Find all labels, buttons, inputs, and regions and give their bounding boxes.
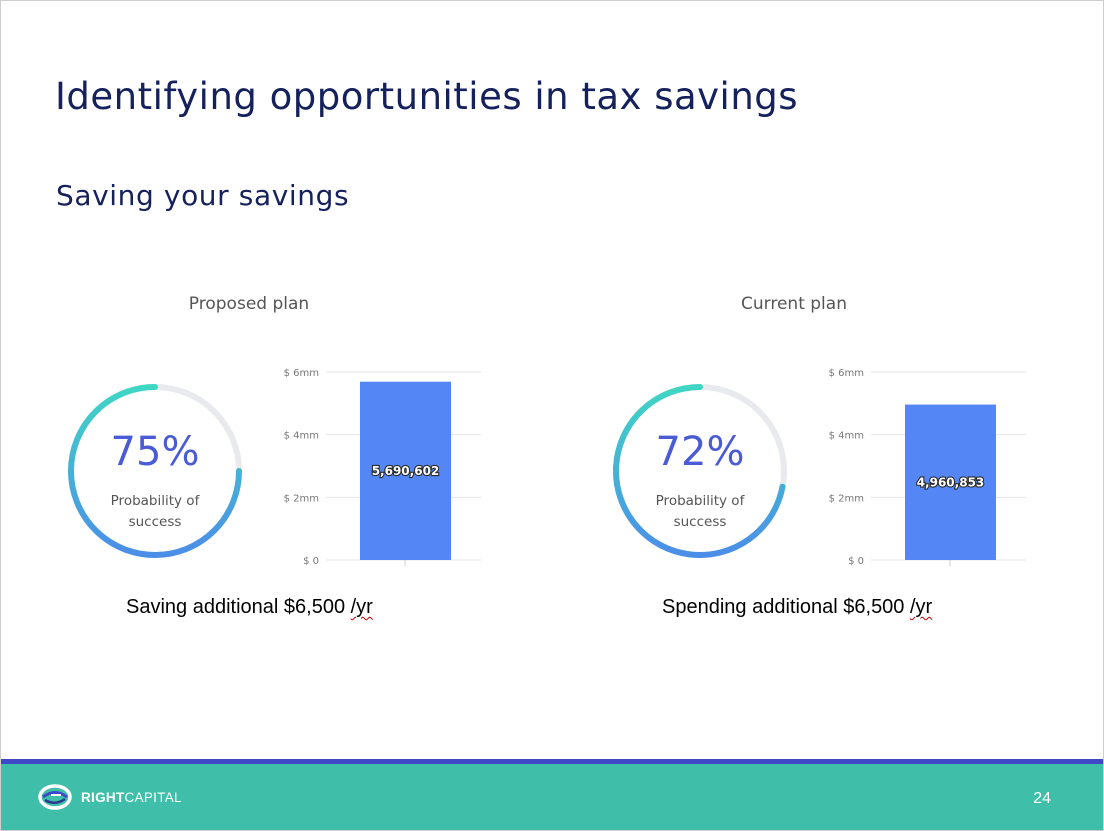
proposed-plan-caption: Saving additional $6,500 /yr bbox=[126, 596, 373, 619]
current-plan-bar-chart: $ 0 $ 2mm $ 4mm $ 6mm 4,960,853 bbox=[829, 368, 1026, 567]
donut-progress-arc bbox=[613, 384, 786, 558]
current-plan-caption: Spending additional $6,500 /yr bbox=[662, 596, 932, 619]
current-plan-title: Current plan bbox=[741, 294, 847, 314]
y-tick-label: $ 2mm bbox=[284, 493, 319, 504]
caption-text: Spending additional $6,500 bbox=[662, 596, 910, 618]
current-probability-caption: Probability of success bbox=[610, 491, 790, 533]
brand-name: RIGHTCAPITAL bbox=[81, 790, 182, 805]
slide-subtitle: Saving your savings bbox=[56, 179, 350, 212]
brand-logo: RIGHTCAPITAL bbox=[37, 782, 182, 812]
bar-data-label: 4,960,853 bbox=[917, 475, 985, 489]
current-probability-donut bbox=[613, 384, 787, 558]
y-tick-label: $ 6mm bbox=[829, 368, 864, 379]
slide-title: Identifying opportunities in tax savings bbox=[55, 75, 799, 118]
y-tick-label: $ 2mm bbox=[829, 493, 864, 504]
y-tick-label: $ 6mm bbox=[284, 368, 319, 379]
brand-name-light: CAPITAL bbox=[124, 789, 182, 805]
probability-caption-line-2: success bbox=[128, 514, 182, 530]
caption-unit: /yr bbox=[910, 596, 933, 618]
caption-text: Saving additional $6,500 bbox=[126, 596, 351, 618]
bar bbox=[360, 381, 451, 560]
page-number: 24 bbox=[1033, 790, 1051, 807]
proposed-probability-value: 75% bbox=[110, 429, 200, 475]
proposed-probability-donut bbox=[68, 384, 242, 558]
probability-caption-line-2: success bbox=[673, 514, 727, 530]
donut-progress-arc bbox=[68, 384, 242, 558]
bar bbox=[905, 404, 996, 560]
proposed-probability-caption: Probability of success bbox=[65, 491, 245, 533]
brand-name-bold: RIGHT bbox=[81, 789, 125, 805]
proposed-plan-title: Proposed plan bbox=[188, 294, 310, 314]
current-probability-value: 72% bbox=[655, 429, 745, 475]
y-tick-label: $ 0 bbox=[848, 556, 864, 567]
y-tick-label: $ 4mm bbox=[829, 431, 864, 442]
rightcapital-swirl-icon bbox=[38, 784, 72, 810]
probability-caption-line-1: Probability of bbox=[655, 493, 745, 509]
probability-caption-line-1: Probability of bbox=[110, 493, 200, 509]
y-tick-label: $ 4mm bbox=[284, 431, 319, 442]
slide-footer: RIGHTCAPITAL 24 bbox=[1, 759, 1103, 830]
proposed-plan-bar-chart: $ 0 $ 2mm $ 4mm $ 6mm 5,690,602 bbox=[284, 368, 481, 567]
bar-data-label: 5,690,602 bbox=[372, 464, 440, 478]
y-tick-label: $ 0 bbox=[303, 556, 319, 567]
caption-unit: /yr bbox=[350, 596, 373, 618]
